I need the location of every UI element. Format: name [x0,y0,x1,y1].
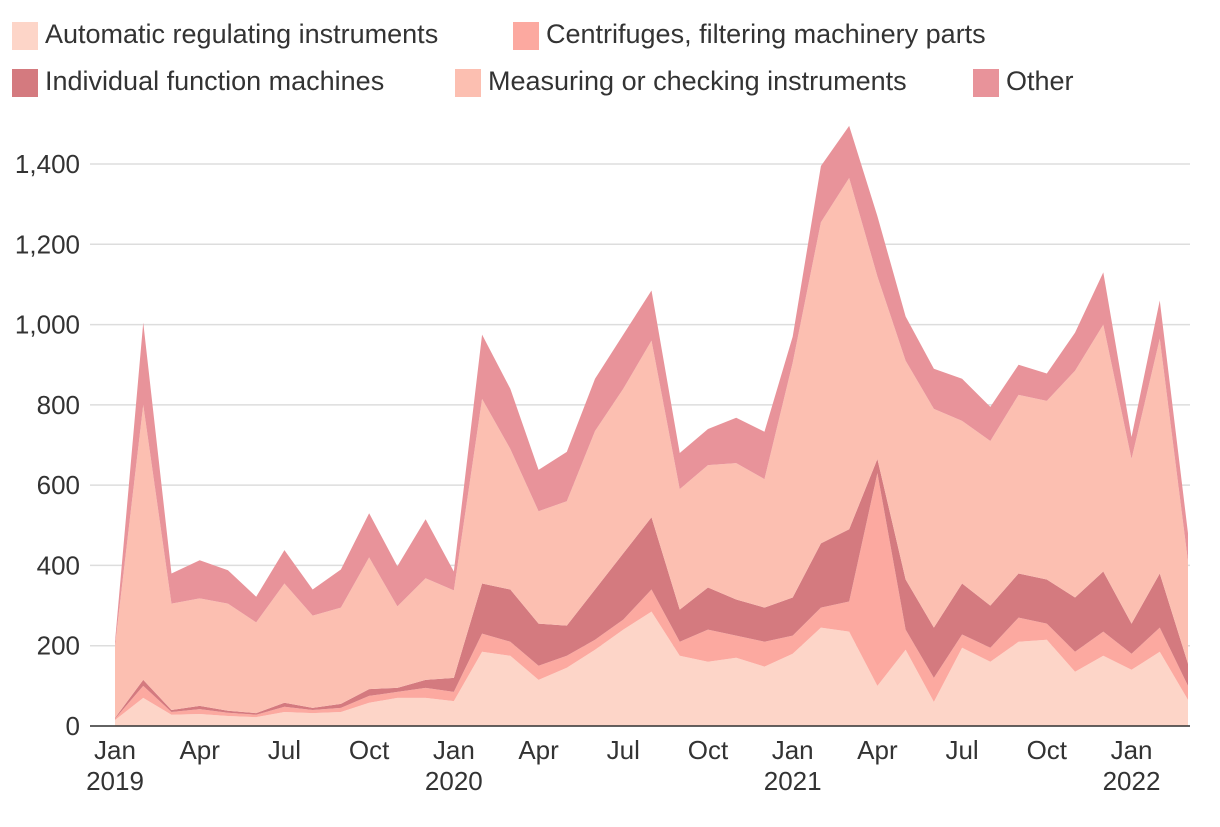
x-tick-label-line: 2022 [1103,766,1161,796]
area [115,125,1188,646]
x-tick-label: Apr [518,735,559,765]
area [115,178,1188,718]
legend-label: Other [1006,66,1074,96]
legend-label: Centrifuges, filtering machinery parts [546,19,986,49]
y-tick-label: 800 [37,390,80,420]
y-tick-label: 1,000 [15,310,80,340]
y-tick-label: 200 [37,631,80,661]
area [115,611,1188,726]
legend-swatch [513,22,539,50]
x-tick-label: Oct [349,735,390,765]
y-tick-label: 400 [37,550,80,580]
x-tick-label: Jul [945,735,978,765]
y-tick-label: 1,400 [15,149,80,179]
area [115,459,1188,719]
legend-label: Measuring or checking instruments [488,66,907,96]
x-tick-label: Oct [1027,735,1068,765]
legend-swatch [455,69,481,97]
x-tick-label: Apr [179,735,220,765]
y-tick-label: 600 [37,470,80,500]
x-tick-label: Apr [857,735,898,765]
legend-swatch [12,69,38,97]
x-tick-label: Jan 2019 [86,735,144,796]
x-tick-label-line: 2021 [764,766,822,796]
legend-swatch [12,22,38,50]
legend-swatch [973,69,999,97]
x-tick-label-line: Jan [1111,735,1153,765]
x-tick-label: Jan 2021 [764,735,822,796]
y-tick-label: 0 [66,711,80,741]
area [115,473,1188,720]
x-tick-label: Jan 2022 [1103,735,1161,796]
legend-label: Automatic regulating instruments [45,19,438,49]
x-tick-label-line: 2020 [425,766,483,796]
x-tick-label-line: Jan [94,735,136,765]
x-tick-label-line: Jan [772,735,814,765]
x-tick-label: Jul [268,735,301,765]
x-tick-label: Oct [688,735,729,765]
x-tick-label: Jan 2020 [425,735,483,796]
y-tick-label: 1,200 [15,229,80,259]
x-tick-label-line: Jan [433,735,475,765]
legend-label: Individual function machines [45,66,384,96]
x-tick-label: Jul [607,735,640,765]
x-tick-label-line: 2019 [86,766,144,796]
